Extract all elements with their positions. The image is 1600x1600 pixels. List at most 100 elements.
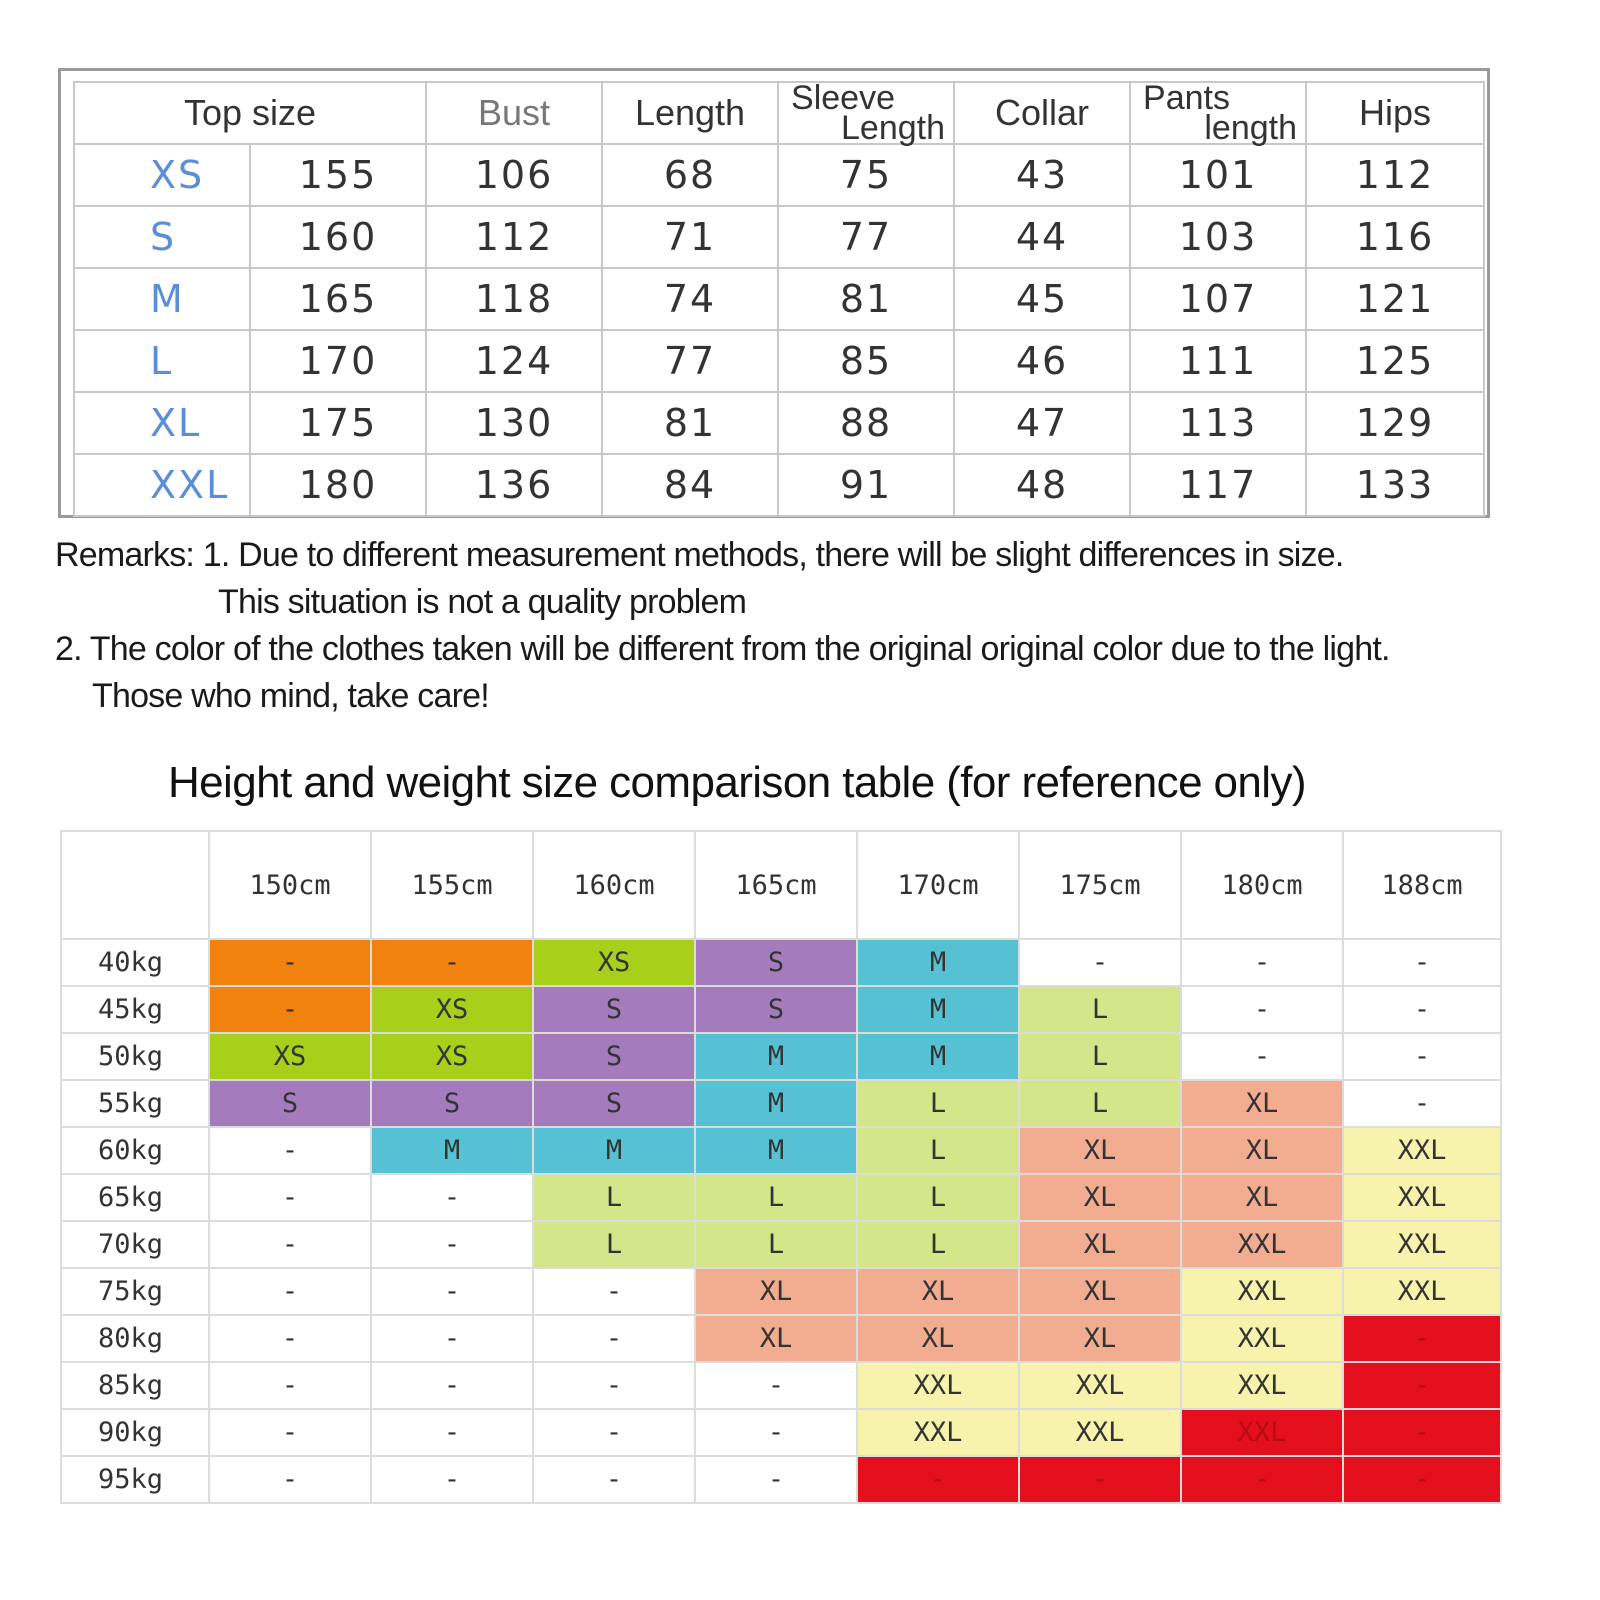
table-row: 45kg - XS S S M L - -	[60, 985, 1502, 1034]
height-header: 165cm	[694, 830, 858, 940]
remarks: Remarks: 1. Due to different measurement…	[55, 532, 1390, 720]
header-bust: Bust	[425, 81, 604, 145]
size-cell: XXL	[856, 1408, 1020, 1457]
size-cell: XXL	[1180, 1361, 1344, 1410]
size-cell: M	[694, 1126, 858, 1175]
header-pants-line2: length	[1204, 109, 1298, 147]
size-cell: -	[1342, 1032, 1502, 1081]
table-row: L 170 124 77 85 46 111 125	[73, 329, 1486, 393]
size-cell: XXL	[1342, 1267, 1502, 1316]
header-pants-length: Pants length	[1129, 79, 1308, 147]
cell-length: 74	[601, 267, 780, 331]
size-cell: XL	[1018, 1126, 1182, 1175]
size-cell: XXL	[1342, 1126, 1502, 1175]
size-cell: XS	[532, 938, 696, 987]
cell-bust: 112	[425, 205, 604, 269]
size-cell: -	[208, 1455, 372, 1504]
cell-size: S	[73, 205, 251, 269]
cell-bust: 136	[425, 453, 604, 517]
size-cell: -	[1342, 1455, 1502, 1504]
table-row: 60kg - M M M L XL XL XXL	[60, 1126, 1502, 1175]
cell-length: 68	[601, 143, 780, 207]
cell-pants: 117	[1129, 453, 1308, 517]
hw-table-body: 40kg - - XS S M - - -45kg - XS S S M L - -50kg XS XS S M M L - -…	[60, 938, 1502, 1504]
cell-sleeve: 77	[777, 205, 956, 269]
size-cell: XL	[856, 1314, 1020, 1363]
cell-hips: 125	[1305, 329, 1486, 393]
cell-sleeve: 81	[777, 267, 956, 331]
size-cell: -	[532, 1314, 696, 1363]
size-cell: M	[532, 1126, 696, 1175]
cell-length: 77	[601, 329, 780, 393]
table-row: 50kg XS XS S M M L - -	[60, 1032, 1502, 1081]
cell-height: 165	[248, 267, 428, 331]
size-cell: XS	[208, 1032, 372, 1081]
header-sleeve-length: Sleeve Length	[777, 81, 956, 145]
size-cell: -	[370, 1267, 534, 1316]
weight-label: 60kg	[60, 1126, 210, 1175]
size-cell: -	[1180, 985, 1344, 1034]
size-cell: L	[532, 1173, 696, 1222]
table-row: 90kg - - - - XXL XXL XXL -	[60, 1408, 1502, 1457]
table-row: 55kg S S S M L L XL -	[60, 1079, 1502, 1128]
size-cell: -	[208, 1267, 372, 1316]
cell-hips: 133	[1305, 453, 1486, 517]
cell-hips: 112	[1305, 143, 1486, 207]
table-row: XL 175 130 81 88 47 113 129	[73, 391, 1486, 455]
size-cell: -	[1018, 938, 1182, 987]
weight-label: 55kg	[60, 1079, 210, 1128]
cell-hips: 116	[1305, 205, 1486, 269]
height-header: 188cm	[1342, 830, 1502, 940]
cell-collar: 44	[953, 205, 1132, 269]
cell-sleeve: 91	[777, 453, 956, 517]
cell-hips: 129	[1305, 391, 1486, 455]
size-cell: S	[694, 985, 858, 1034]
cell-pants: 107	[1129, 267, 1308, 331]
size-cell: M	[856, 1032, 1020, 1081]
size-cell: XL	[694, 1267, 858, 1316]
size-cell: -	[208, 1314, 372, 1363]
size-cell: XXL	[1018, 1408, 1182, 1457]
cell-collar: 46	[953, 329, 1132, 393]
weight-label: 70kg	[60, 1220, 210, 1269]
size-cell: XL	[1018, 1314, 1182, 1363]
table-row: 65kg - - L L L XL XL XXL	[60, 1173, 1502, 1222]
size-cell: XL	[856, 1267, 1020, 1316]
height-header: 155cm	[370, 830, 534, 940]
table-row: 95kg - - - - - - - -	[60, 1455, 1502, 1504]
size-cell: -	[1180, 1455, 1344, 1504]
remark-line-2: This situation is not a quality problem	[218, 583, 747, 621]
size-cell: -	[208, 1126, 372, 1175]
cell-size: XL	[73, 391, 251, 455]
top-size-table-frame: Top size Bust Length Sleeve Length Colla…	[58, 68, 1490, 518]
size-cell: M	[694, 1032, 858, 1081]
size-cell: XXL	[1342, 1173, 1502, 1222]
header-top-size: Top size	[72, 81, 428, 145]
size-cell: M	[856, 938, 1020, 987]
cell-length: 84	[601, 453, 780, 517]
size-cell: -	[694, 1455, 858, 1504]
size-cell: XL	[1018, 1267, 1182, 1316]
size-cell: XL	[1180, 1173, 1344, 1222]
size-cell: -	[694, 1408, 858, 1457]
size-cell: S	[694, 938, 858, 987]
size-cell: XXL	[1180, 1314, 1344, 1363]
size-cell: L	[1018, 1079, 1182, 1128]
height-header: 150cm	[208, 830, 372, 940]
size-cell: S	[370, 1079, 534, 1128]
cell-bust: 124	[425, 329, 604, 393]
weight-label: 95kg	[60, 1455, 210, 1504]
size-cell: L	[694, 1173, 858, 1222]
weight-label: 50kg	[60, 1032, 210, 1081]
header-pants-line1: Pants	[1143, 79, 1230, 117]
weight-label: 75kg	[60, 1267, 210, 1316]
size-cell: L	[856, 1126, 1020, 1175]
weight-label: 40kg	[60, 938, 210, 987]
cell-collar: 43	[953, 143, 1132, 207]
size-cell: L	[856, 1173, 1020, 1222]
size-cell: XXL	[856, 1361, 1020, 1410]
weight-label: 45kg	[60, 985, 210, 1034]
size-cell: -	[1180, 1032, 1344, 1081]
size-cell: -	[856, 1455, 1020, 1504]
size-cell: -	[1342, 1079, 1502, 1128]
